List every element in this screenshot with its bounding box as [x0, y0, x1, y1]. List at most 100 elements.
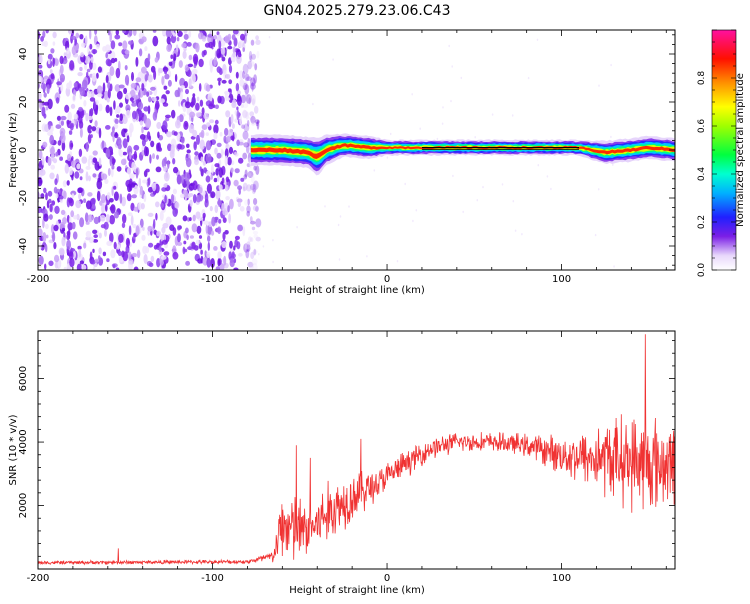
noise-blob — [105, 52, 108, 59]
noise-blob — [244, 30, 248, 37]
noise-blob — [244, 169, 248, 178]
noise-blob — [78, 248, 82, 258]
noise-blob — [142, 179, 148, 184]
noise-blob — [195, 42, 200, 53]
noise-blob — [79, 217, 85, 228]
noise-blob — [33, 224, 36, 231]
noise-blob — [49, 69, 53, 74]
noise-blob — [75, 200, 82, 209]
noise-blob — [218, 184, 223, 191]
noise-blob — [125, 237, 130, 247]
noise-blob — [141, 138, 146, 147]
noise-blob — [242, 182, 248, 191]
noise-blob — [45, 244, 48, 253]
noise-blob — [143, 254, 148, 264]
noise-blob — [230, 114, 234, 124]
noise-blob — [199, 99, 204, 107]
noise-blob — [91, 126, 97, 132]
noise-blob — [38, 255, 44, 265]
noise-blob — [165, 90, 170, 95]
noise-blob — [183, 248, 188, 253]
colorbar-label: Normalized spectral amplitude — [735, 73, 746, 227]
noise-blob — [131, 102, 137, 107]
noise-blob — [121, 196, 126, 207]
spectrogram-x-tick-label: 0 — [384, 274, 390, 285]
noise-blob — [128, 251, 132, 261]
noise-blob — [92, 157, 98, 163]
noise-blob — [252, 249, 258, 255]
noise-blob — [109, 156, 113, 167]
noise-blob — [90, 108, 94, 117]
noise-blob — [104, 178, 109, 184]
noise-blob — [67, 222, 73, 231]
noise-blob — [248, 236, 252, 243]
noise-blob — [233, 179, 239, 187]
noise-blob — [85, 171, 89, 182]
noise-blob — [207, 241, 210, 251]
noise-blob — [72, 95, 76, 101]
noise-blob — [133, 150, 137, 161]
spectrogram-y-axis-label: Frequency (Hz) — [8, 112, 19, 188]
noise-blob — [87, 115, 93, 121]
noise-blob — [137, 101, 144, 110]
noise-blob — [253, 248, 257, 256]
noise-blob — [71, 45, 77, 56]
noise-speck — [324, 205, 326, 208]
noise-blob — [179, 87, 183, 94]
noise-blob — [250, 251, 255, 260]
noise-blob — [107, 168, 111, 176]
noise-blob — [184, 101, 191, 109]
noise-blob — [79, 34, 84, 40]
noise-blob — [47, 131, 54, 137]
noise-blob — [69, 60, 75, 71]
noise-blob — [156, 154, 159, 160]
noise-blob — [247, 198, 250, 206]
noise-blob — [246, 172, 252, 178]
noise-blob — [249, 185, 253, 192]
noise-blob — [251, 258, 258, 266]
noise-blob — [176, 174, 182, 185]
noise-blob — [88, 155, 93, 160]
noise-blob — [234, 151, 237, 156]
noise-speck — [451, 65, 454, 68]
noise-blob — [247, 171, 254, 178]
noise-blob — [167, 159, 170, 169]
noise-blob — [205, 170, 211, 175]
noise-blob — [252, 205, 259, 212]
noise-blob — [109, 32, 112, 43]
noise-blob — [200, 156, 204, 163]
noise-speck — [474, 136, 477, 139]
noise-blob — [164, 194, 167, 204]
noise-blob — [202, 256, 208, 266]
noise-blob — [60, 115, 67, 121]
noise-blob — [92, 248, 95, 253]
noise-blob — [157, 131, 160, 139]
noise-blob — [236, 93, 241, 102]
noise-blob — [231, 34, 236, 41]
noise-blob — [160, 202, 165, 209]
noise-blob — [237, 201, 242, 208]
noise-speck — [337, 223, 340, 227]
noise-blob — [115, 30, 119, 36]
noise-blob — [229, 198, 234, 210]
noise-blob — [225, 176, 230, 183]
noise-blob — [199, 166, 202, 172]
noise-blob — [96, 72, 99, 79]
noise-blob — [163, 183, 168, 188]
noise-blob — [217, 95, 222, 104]
noise-blob — [161, 75, 165, 86]
noise-blob — [238, 188, 241, 195]
noise-speck — [514, 229, 517, 232]
noise-blob — [124, 65, 128, 71]
noise-blob — [253, 180, 259, 190]
noise-blob — [190, 101, 194, 108]
noise-blob — [87, 192, 93, 197]
noise-blob — [56, 115, 62, 121]
noise-blob — [118, 233, 124, 243]
noise-blob — [255, 165, 260, 176]
noise-blob — [71, 174, 74, 181]
noise-blob — [250, 39, 255, 46]
noise-blob — [205, 132, 209, 137]
noise-blob — [135, 77, 142, 83]
noise-blob — [117, 250, 122, 257]
